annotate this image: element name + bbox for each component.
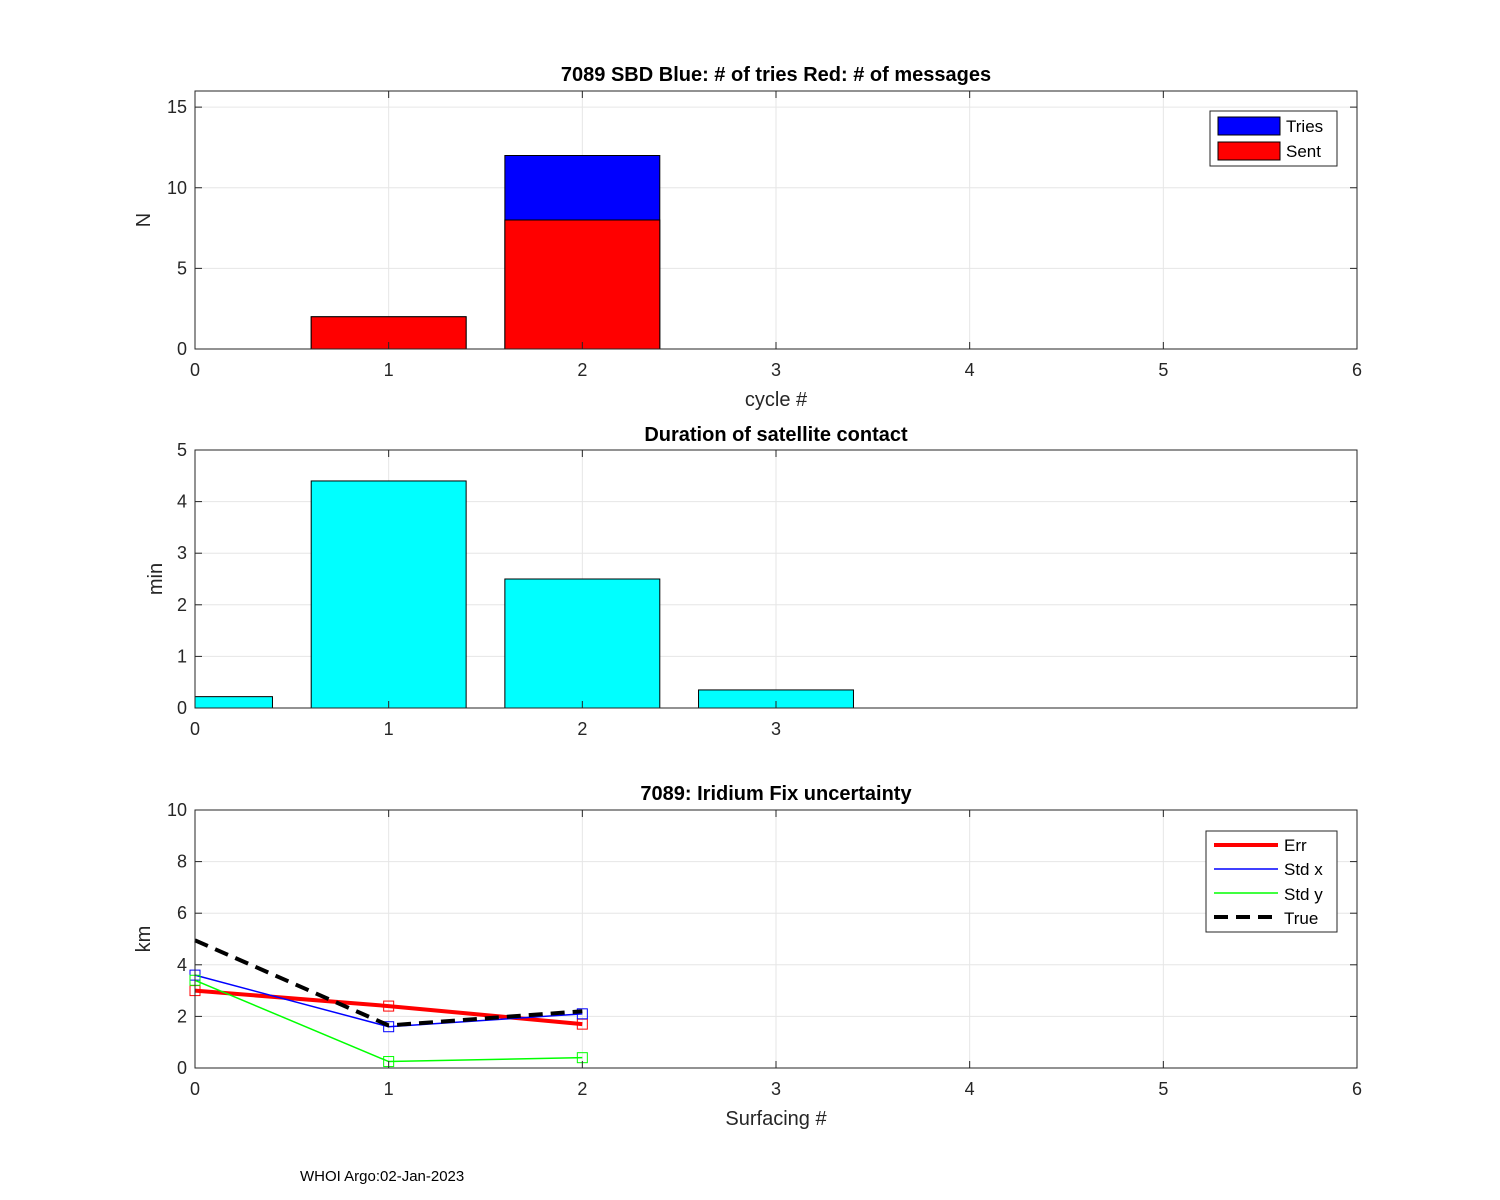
sbd-ticks: 0 1 2 3 4 5 6 0 5 10 15: [167, 91, 1362, 380]
duration-ticks: 0 1 2 3 0 1 2 3 4 5: [177, 440, 1357, 739]
legend-tries-swatch: [1217, 116, 1281, 136]
y-tick-label: 8: [177, 852, 187, 872]
fix-ticks: 0 1 2 3 4 5 6 0 2 4 6 8 10: [167, 800, 1362, 1099]
y-tick-label: 6: [177, 903, 187, 923]
x-tick-label: 4: [965, 1079, 975, 1099]
stdx-marker: [383, 1021, 395, 1033]
y-tick-label: 1: [177, 646, 187, 666]
x-tick-label: 6: [1352, 360, 1362, 380]
duration-panel: Duration of satellite contact 0 1 2 3 0 1 2 3 4 5…: [145, 424, 1358, 739]
y-tick-label: 0: [177, 698, 187, 718]
duration-bar-2: [504, 578, 661, 709]
fix-grid: [194, 809, 1358, 1069]
legend-stdy-label: Std y: [1284, 885, 1323, 904]
fix-x-label: Surfacing #: [725, 1108, 827, 1130]
duration-bars: [194, 480, 854, 709]
sbd-legend: Tries Sent: [1209, 110, 1338, 167]
err-marker: [383, 1000, 395, 1012]
x-tick-label: 0: [190, 719, 200, 739]
x-tick-label: 3: [771, 1079, 781, 1099]
duration-bar-0: [194, 696, 273, 709]
legend-true-label: True: [1284, 909, 1318, 928]
sbd-chart-title: 7089 SBD Blue: # of tries Red: # of mess…: [561, 64, 991, 86]
y-tick-label: 15: [167, 97, 187, 117]
legend-stdx-label: Std x: [1284, 860, 1323, 879]
fix-legend: Err Std x Std y True: [1205, 830, 1338, 933]
x-tick-label: 1: [384, 360, 394, 380]
footer-credit: WHOI Argo:02-Jan-2023: [300, 1168, 465, 1185]
sent-bar-2: [504, 219, 661, 350]
x-tick-label: 6: [1352, 1079, 1362, 1099]
x-tick-label: 5: [1158, 1079, 1168, 1099]
x-tick-label: 4: [965, 360, 975, 380]
duration-chart-title: Duration of satellite contact: [644, 424, 908, 446]
sbd-panel: 7089 SBD Blue: # of tries Red: # of mess…: [133, 64, 1362, 411]
y-tick-label: 2: [177, 595, 187, 615]
y-tick-label: 5: [177, 258, 187, 278]
y-tick-label: 4: [177, 955, 187, 975]
y-tick-label: 10: [167, 178, 187, 198]
sbd-grid: [194, 91, 1358, 350]
legend-sent-swatch: [1217, 141, 1281, 161]
sbd-y-label: N: [133, 213, 155, 227]
stdx-marker: [576, 1008, 588, 1020]
y-tick-label: 0: [177, 1058, 187, 1078]
legend-sent-label: Sent: [1286, 142, 1321, 161]
fix-uncertainty-panel: 7089: Iridium Fix uncertainty 0 1 2 3 4 5 6 0 2 4…: [133, 783, 1362, 1130]
duration-y-label: min: [145, 563, 167, 595]
x-tick-label: 1: [384, 719, 394, 739]
x-tick-label: 1: [384, 1079, 394, 1099]
x-tick-label: 5: [1158, 360, 1168, 380]
y-tick-label: 4: [177, 492, 187, 512]
duration-bar-1: [310, 480, 467, 709]
legend-tries-label: Tries: [1286, 117, 1323, 136]
legend-err-label: Err: [1284, 836, 1307, 855]
sbd-bars: [310, 155, 661, 350]
y-tick-label: 0: [177, 339, 187, 359]
x-tick-label: 2: [577, 360, 587, 380]
x-tick-label: 0: [190, 1079, 200, 1099]
y-tick-label: 2: [177, 1006, 187, 1026]
fix-y-label: km: [133, 926, 155, 953]
y-tick-label: 10: [167, 800, 187, 820]
x-tick-label: 2: [577, 719, 587, 739]
y-tick-label: 3: [177, 543, 187, 563]
x-tick-label: 0: [190, 360, 200, 380]
x-tick-label: 2: [577, 1079, 587, 1099]
x-tick-label: 3: [771, 360, 781, 380]
fix-chart-title: 7089: Iridium Fix uncertainty: [640, 783, 912, 805]
x-tick-label: 3: [771, 719, 781, 739]
true-series-line: [194, 938, 583, 1028]
y-tick-label: 5: [177, 440, 187, 460]
sbd-x-label: cycle #: [745, 389, 808, 411]
